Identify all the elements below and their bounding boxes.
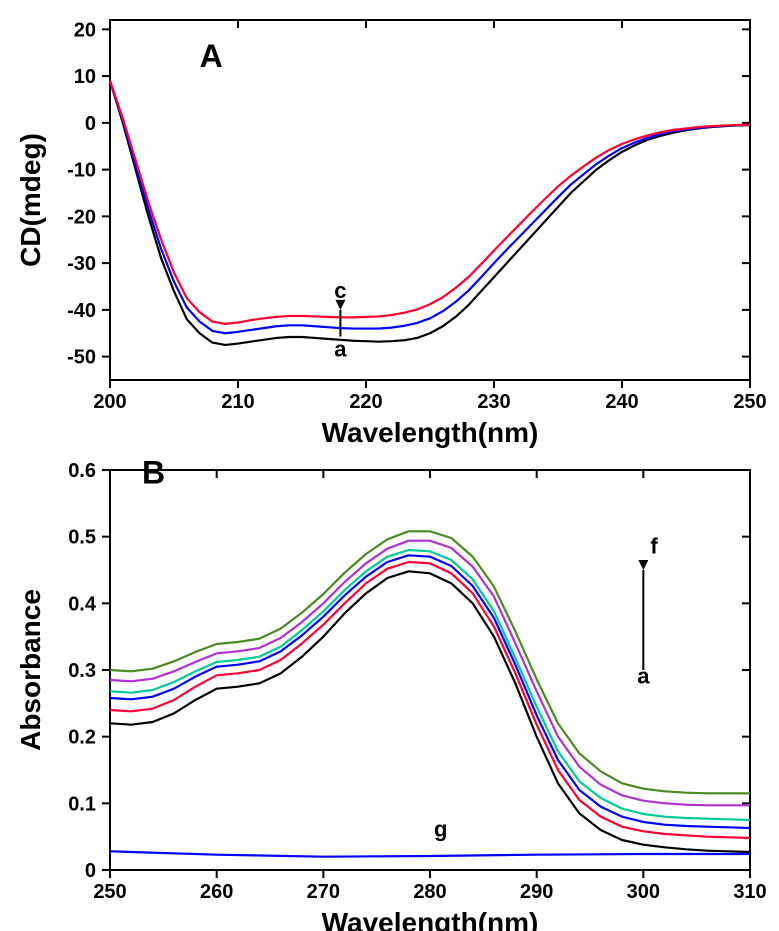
y-tick-label: 20 bbox=[74, 19, 96, 41]
y-tick-label: 0.5 bbox=[68, 527, 96, 549]
y-tick-label: -10 bbox=[67, 160, 96, 182]
plot-frame bbox=[110, 470, 750, 870]
x-tick-label: 230 bbox=[477, 391, 510, 413]
y-tick-label: -30 bbox=[67, 253, 96, 275]
y-tick-label: 0.1 bbox=[68, 793, 96, 815]
x-tick-label: 310 bbox=[733, 881, 766, 903]
y-tick-label: 10 bbox=[74, 66, 96, 88]
x-tick-label: 200 bbox=[93, 391, 126, 413]
x-tick-label: 210 bbox=[221, 391, 254, 413]
x-tick-label: 250 bbox=[733, 391, 766, 413]
y-axis-label: Absorbance bbox=[15, 589, 46, 751]
x-axis-label: Wavelength(nm) bbox=[322, 417, 539, 448]
annotation-c: c bbox=[334, 278, 346, 303]
panel-a-svg: 200 210 220 230 240 250 -50 -40 -30 -20 -10 0 10 20 Wa… bbox=[0, 0, 779, 455]
panel-a: 200 210 220 230 240 250 -50 -40 -30 -20 -10 0 10 20 Wa… bbox=[0, 0, 779, 455]
y-tick-label: 0.2 bbox=[68, 727, 96, 749]
x-tick-label: 300 bbox=[627, 881, 660, 903]
x-axis-label: Wavelength(nm) bbox=[322, 907, 539, 931]
x-tick-label: 290 bbox=[520, 881, 553, 903]
y-tick-label: -40 bbox=[67, 300, 96, 322]
panel-label: A bbox=[200, 38, 223, 74]
panel-b-svg: 250 260 270 280 290 300 310 0 0.1 0.2 0.3 0.4 0.5 0.6… bbox=[0, 455, 779, 931]
y-tick-label: 0.4 bbox=[68, 593, 97, 615]
panel-b: 250 260 270 280 290 300 310 0 0.1 0.2 0.3 0.4 0.5 0.6… bbox=[0, 455, 779, 931]
annotation-f: f bbox=[650, 533, 658, 558]
figure-page: 200 210 220 230 240 250 -50 -40 -30 -20 -10 0 10 20 Wa… bbox=[0, 0, 779, 931]
y-tick-label: -20 bbox=[67, 206, 96, 228]
y-tick-label: 0.6 bbox=[68, 460, 96, 482]
y-tick-label: -50 bbox=[67, 347, 96, 369]
x-tick-label: 270 bbox=[307, 881, 340, 903]
annotation-g: g bbox=[434, 817, 447, 842]
x-tick-label: 260 bbox=[200, 881, 233, 903]
y-tick-label: 0 bbox=[85, 860, 96, 882]
panel-label: B bbox=[142, 455, 165, 490]
x-tick-label: 220 bbox=[349, 391, 382, 413]
y-tick-label: 0 bbox=[85, 113, 96, 135]
annotation-a: a bbox=[334, 337, 347, 362]
y-axis-label: CD(mdeg) bbox=[15, 133, 46, 267]
x-tick-label: 250 bbox=[93, 881, 126, 903]
y-tick-label: 0.3 bbox=[68, 660, 96, 682]
x-tick-label: 240 bbox=[605, 391, 638, 413]
x-tick-label: 280 bbox=[413, 881, 446, 903]
annotation-a: a bbox=[637, 663, 650, 688]
